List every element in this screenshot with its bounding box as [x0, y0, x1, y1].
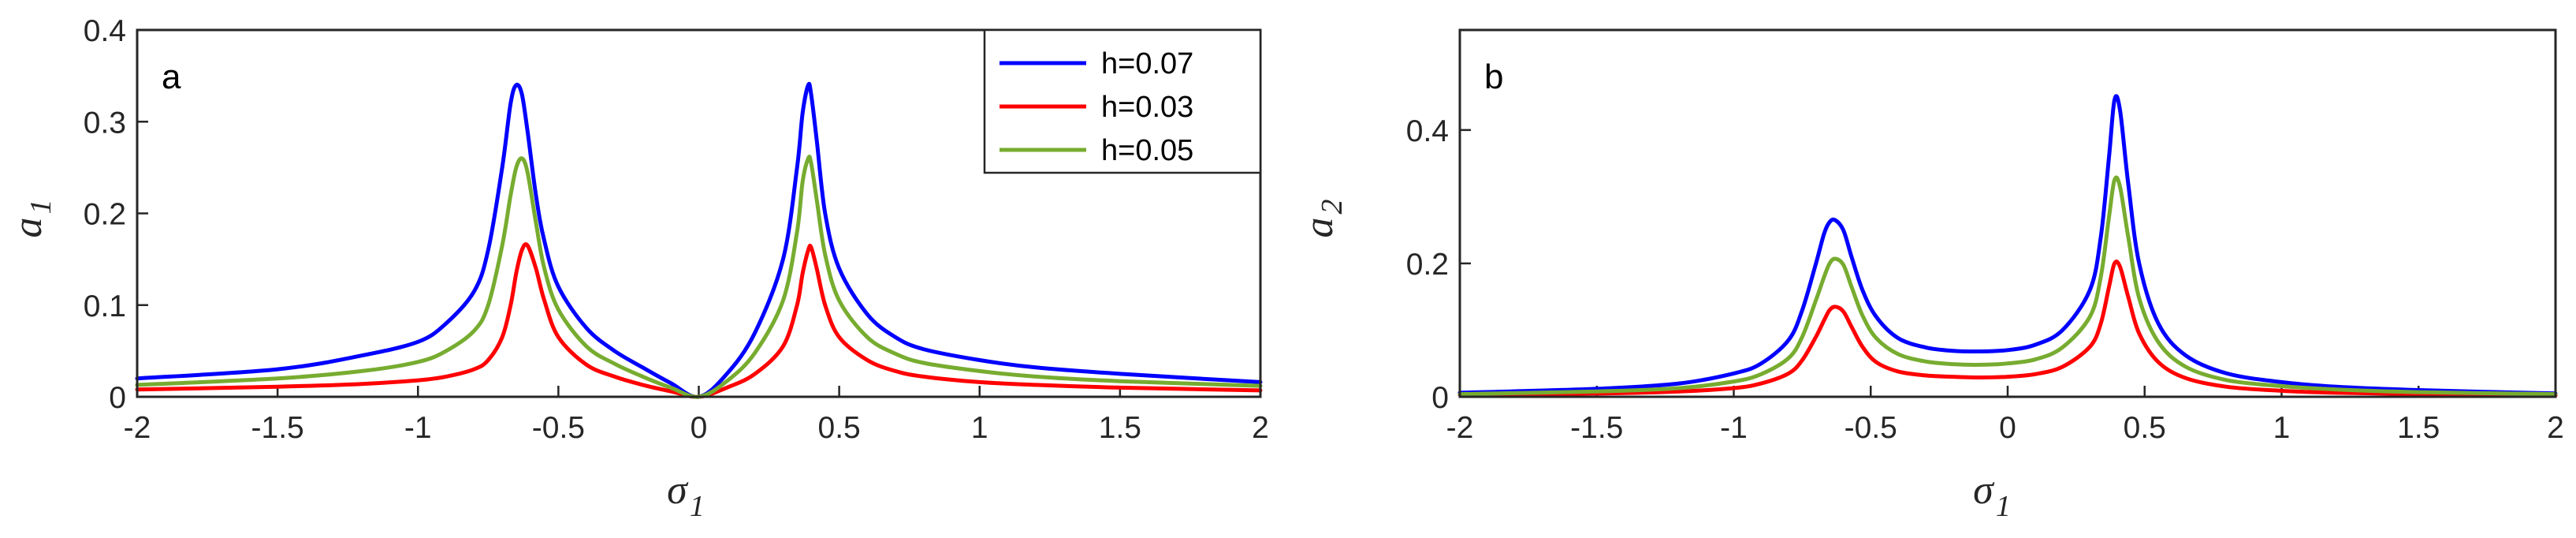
- panel-b-ylabel: a2: [1297, 200, 1349, 238]
- panel-a-ytick-label: 0.1: [84, 290, 126, 323]
- svg-text:a1: a1: [6, 200, 58, 238]
- panel-a: -2 -1.5 -1 -0.5 0 0.5 1 1.5 200.10.20.30.4 a a1 …: [6, 14, 1269, 523]
- panel-b-xtick-label: -2: [1446, 411, 1474, 445]
- svg-text:a2: a2: [1297, 200, 1349, 238]
- panel-b-ylabel-main: a: [1297, 218, 1342, 238]
- panel-a-ytick-label: 0.4: [84, 14, 126, 48]
- legend: h=0.07 h=0.03 h=0.05: [983, 28, 1262, 174]
- panel-a-ticks: -2 -1.5 -1 -0.5 0 0.5 1 1.5 2 0 0.1 0.2 0.3 0.4: [84, 14, 1269, 445]
- panel-a-xtick-label: 0.5: [818, 411, 861, 445]
- panel-a-xtick-label: -1.5: [251, 411, 304, 445]
- panel-a-xtick-label: -2: [124, 411, 151, 445]
- panel-a-ylabel-sub: 1: [24, 200, 58, 215]
- panel-a-ytick-label: 0: [109, 381, 126, 415]
- panel-b-xtick-label: 1.5: [2397, 411, 2440, 445]
- panel-a-series-h005: [135, 155, 1263, 399]
- panel-a-series-h003: [135, 242, 1263, 399]
- panel-b-xtick-label: -0.5: [1845, 411, 1897, 445]
- panel-b-xlabel-main: σ: [1973, 468, 1995, 513]
- panel-b: -2 -1.5 -1 -0.5 0 0.5 1 1.5 200.20.4 b a2 σ1: [1297, 28, 2564, 523]
- legend-label-h005: h=0.05: [1101, 134, 1193, 167]
- panel-a-lines: [135, 81, 1263, 399]
- panel-b-xtick-label: 1: [2273, 411, 2291, 445]
- panel-a-series-h007: [135, 81, 1263, 399]
- panel-b-series-h007: [1457, 94, 2558, 396]
- panel-b-xtick-label: -1: [1720, 411, 1748, 445]
- panel-a-ylabel-main: a: [6, 218, 50, 238]
- panel-b-ticks: -2 -1.5 -1 -0.5 0 0.5 1 1.5 2 0 0.2 0.4: [1406, 114, 2564, 445]
- panel-a-xtick-label: -0.5: [532, 411, 585, 445]
- panel-a-xlabel-sub: 1: [690, 490, 705, 523]
- panel-a-xtick-label: 2: [1252, 411, 1269, 445]
- panel-a-ytick-label: 0.3: [84, 106, 126, 140]
- panel-a-xlabel-main: σ: [667, 468, 689, 513]
- panel-a-xtick-label: 1.5: [1099, 411, 1141, 445]
- panel-b-xlabel-sub: 1: [1996, 490, 2011, 523]
- panel-a-xtick-label: -1: [404, 411, 432, 445]
- panel-b-xtick-label: 2: [2547, 411, 2564, 445]
- panel-b-lines: [1457, 94, 2558, 398]
- panel-b-ytick-label: 0: [1431, 381, 1449, 415]
- panel-b-series-h003: [1457, 260, 2558, 398]
- panel-a-axes-frame: [136, 28, 1262, 398]
- panel-a-ytick-label: 0.2: [84, 198, 126, 232]
- legend-label-h007: h=0.07: [1101, 47, 1193, 80]
- panel-b-xtick-label: 0.5: [2124, 411, 2166, 445]
- panel-b-series-h005: [1457, 175, 2558, 397]
- panel-a-xtick-label: 0: [691, 411, 708, 445]
- panel-a-ylabel: a1: [6, 200, 58, 238]
- legend-label-h003: h=0.03: [1101, 91, 1193, 124]
- panel-b-xtick-label: 0: [1999, 411, 2016, 445]
- panel-a-xlabel: σ1: [667, 468, 705, 523]
- panel-b-xlabel: σ1: [1973, 468, 2011, 523]
- panel-b-letter: b: [1484, 58, 1503, 96]
- panel-b-ytick-label: 0.4: [1406, 114, 1449, 148]
- panel-b-xtick-label: -1.5: [1570, 411, 1623, 445]
- panel-b-axes-frame: [1458, 28, 2557, 398]
- panel-a-letter: a: [162, 58, 181, 96]
- panel-a-xtick-label: 1: [971, 411, 988, 445]
- panel-b-ylabel-sub: 2: [1316, 200, 1349, 215]
- panel-b-ytick-label: 0.2: [1406, 248, 1449, 282]
